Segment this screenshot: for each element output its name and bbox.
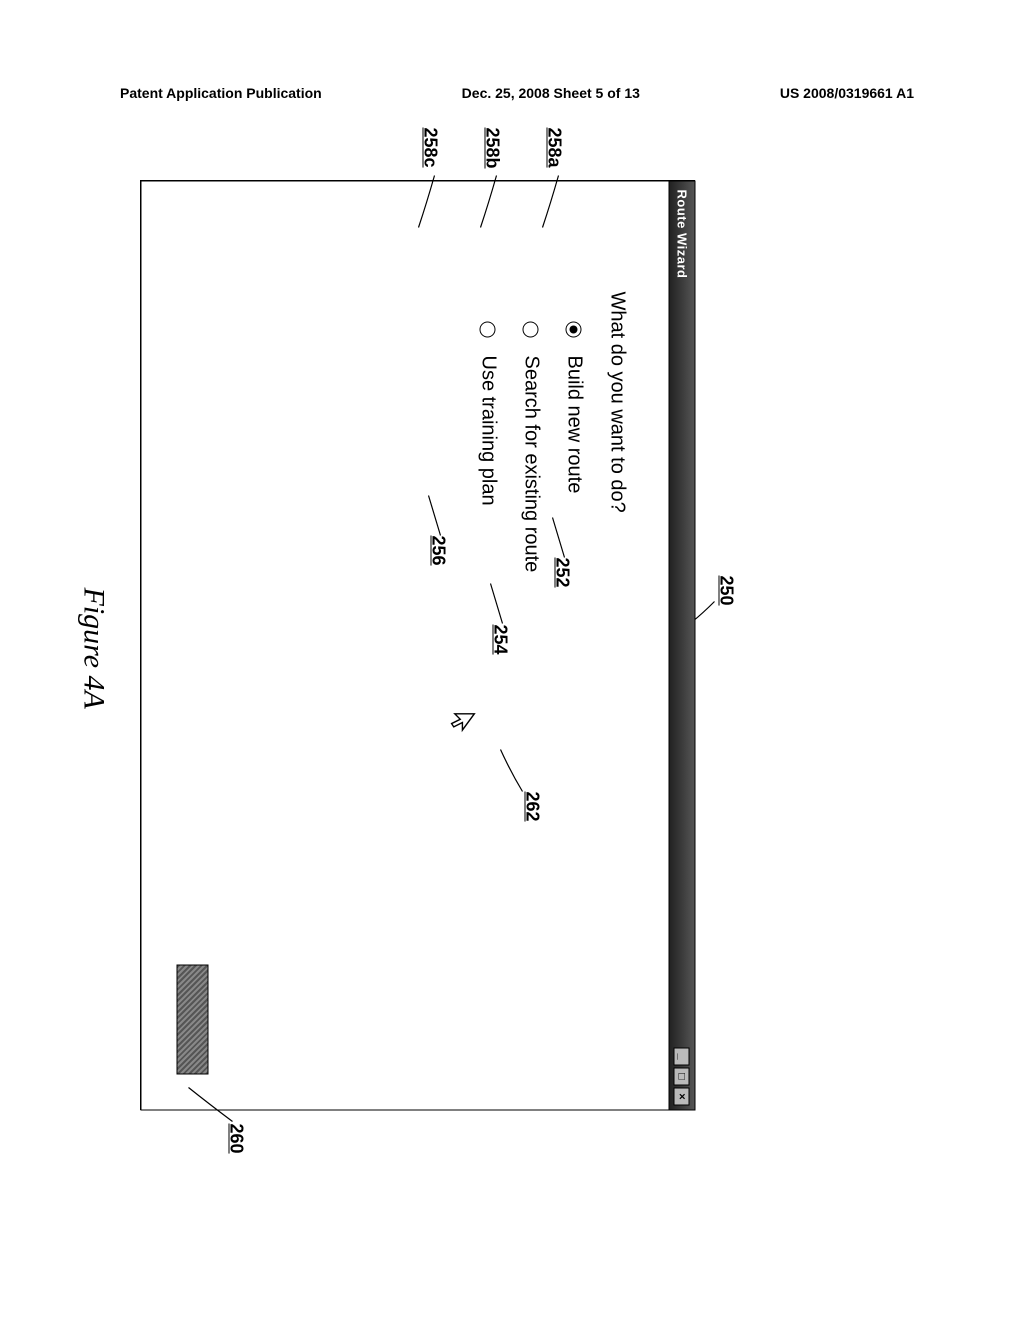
ref-option-1: 252 (552, 558, 573, 588)
ref-option-3: 256 (428, 536, 449, 566)
lead-next (185, 1084, 235, 1126)
page-header-center: Dec. 25, 2008 Sheet 5 of 13 (462, 85, 640, 101)
radio-use-training-plan[interactable] (480, 322, 496, 338)
question-label: What do you want to do? (606, 292, 629, 1110)
window-title: Route Wizard (675, 190, 690, 279)
option-label: Search for existing route (520, 356, 543, 573)
titlebar: Route Wizard _ □ × (669, 182, 695, 1110)
ref-window: 250 (716, 576, 737, 606)
ref-option-2: 254 (490, 625, 511, 655)
option-use-training-plan[interactable]: Use training plan (477, 322, 500, 1110)
page-header-right: US 2008/0319661 A1 (780, 85, 914, 101)
lead-option-1 (549, 516, 569, 560)
lead-radio-a (539, 174, 563, 232)
radio-search-existing-route[interactable] (523, 322, 539, 338)
ref-radio-c: 258c (420, 128, 441, 168)
figure-caption: Figure 4A (77, 588, 111, 709)
route-wizard-dialog: Route Wizard _ □ × What do you want to d… (141, 181, 696, 1111)
ref-radio-b: 258b (482, 128, 503, 169)
radio-build-new-route[interactable] (566, 322, 582, 338)
option-search-existing-route[interactable]: Search for existing route (520, 322, 543, 1110)
titlebar-controls: _ □ × (674, 1048, 690, 1106)
maximize-button[interactable]: □ (674, 1068, 690, 1086)
ref-radio-a: 258a (544, 128, 565, 168)
lead-cursor (497, 746, 525, 794)
ref-cursor: 262 (522, 792, 543, 822)
option-label: Use training plan (477, 356, 500, 506)
rotated-content: 250 Route Wizard _ □ × What do you want … (0, 368, 883, 923)
close-button[interactable]: × (674, 1088, 690, 1106)
option-label: Build new route (563, 356, 586, 494)
ref-next: 260 (226, 1124, 247, 1154)
page-header-left: Patent Application Publication (120, 85, 322, 101)
page-header: Patent Application Publication Dec. 25, … (0, 85, 1024, 101)
minimize-button[interactable]: _ (674, 1048, 690, 1066)
lead-option-3 (425, 494, 445, 538)
lead-radio-b (477, 174, 501, 232)
lead-radio-c (415, 174, 439, 232)
lead-option-2 (487, 582, 507, 626)
next-button[interactable] (177, 965, 209, 1075)
cursor-icon (451, 712, 477, 734)
option-build-new-route[interactable]: Build new route (563, 322, 586, 1110)
